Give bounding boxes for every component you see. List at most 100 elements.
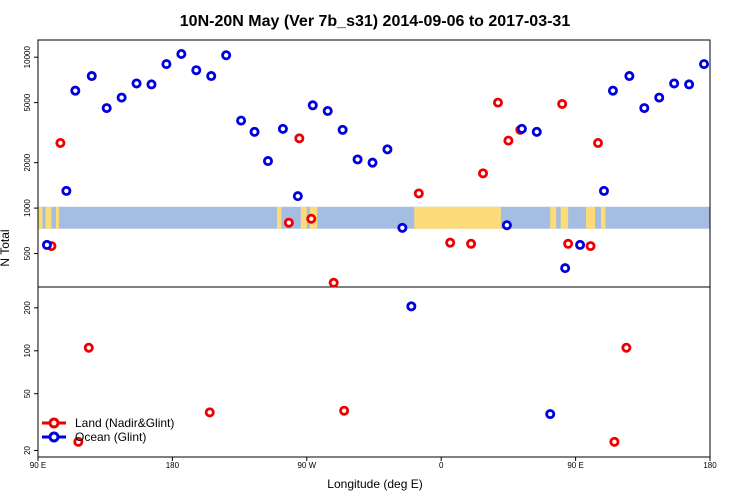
ocean-point-13 — [236, 115, 247, 126]
y-tick-label-upper-2000: 2000 — [23, 153, 32, 171]
ocean-point-5 — [116, 92, 127, 103]
ocean-point-30 — [560, 263, 571, 274]
world-map-band — [38, 206, 710, 229]
ocean-point-14 — [249, 126, 260, 137]
land-point-7 — [306, 213, 317, 224]
land-point-1 — [55, 138, 66, 149]
ocean-point-8 — [161, 59, 172, 70]
legend-ocean-label: Ocean (Glint) — [75, 430, 146, 444]
data-points — [41, 48, 710, 447]
ocean-point-16 — [277, 123, 288, 134]
y-axis-label: N Total — [0, 229, 12, 266]
land-indochina — [38, 206, 43, 229]
land-point-12 — [466, 238, 477, 249]
land-point-10 — [413, 188, 424, 199]
land-central-america — [300, 206, 307, 229]
y-tick-label-upper-5000: 5000 — [23, 93, 32, 111]
land-point-14 — [492, 97, 503, 108]
y-tick-label-upper-500: 500 — [23, 246, 32, 260]
ocean-point-20 — [337, 124, 348, 135]
x-tick-label-2: 90 W — [297, 461, 316, 470]
land-philippines — [55, 206, 59, 229]
land-indochina-east — [586, 206, 596, 229]
ocean-point-26 — [501, 220, 512, 231]
ocean-point-6 — [131, 78, 142, 89]
legend-land-label: Land (Nadir&Glint) — [75, 416, 174, 430]
land-africa — [414, 206, 501, 229]
land-southeast-asia — [45, 206, 52, 229]
ocean-point-34 — [624, 71, 635, 82]
land-point-20 — [593, 138, 604, 149]
ocean-point-31 — [575, 239, 586, 250]
land-point-4 — [204, 407, 215, 418]
ocean-point-33 — [607, 85, 618, 96]
ocean-point-22 — [367, 157, 378, 168]
ocean-point-2 — [70, 85, 81, 96]
chart-title: 10N-20N May (Ver 7b_s31) 2014-09-06 to 2… — [180, 13, 571, 30]
ocean-point-7 — [146, 79, 157, 90]
x-tick-label-1: 180 — [166, 461, 180, 470]
ocean-point-18 — [307, 100, 318, 111]
y-tick-label-upper-10000: 10000 — [23, 46, 32, 69]
y-tick-label-lower-100: 100 — [23, 344, 32, 358]
land-india — [560, 206, 569, 229]
land-point-9 — [339, 405, 350, 416]
land-point-15 — [503, 135, 514, 146]
plot-frame — [37, 39, 711, 458]
x-axis: 90 E 180 90 W 0 90 E 180 — [30, 457, 717, 470]
ocean-point-39 — [699, 59, 710, 70]
ocean-point-15 — [262, 156, 273, 167]
map-ocean — [38, 206, 710, 229]
land-point-8 — [328, 277, 339, 288]
y-tick-label-lower-200: 200 — [23, 301, 32, 315]
land-point-6 — [294, 133, 305, 144]
y-axis: 500 1000 2000 5000 10000 20 50 100 200 — [23, 46, 38, 455]
ocean-point-28 — [531, 126, 542, 137]
ocean-point-17 — [292, 191, 303, 202]
x-tick-label-5: 180 — [703, 461, 717, 470]
land-point-3 — [83, 342, 94, 353]
ocean-point-10 — [191, 65, 202, 76]
y-tick-label-upper-1000: 1000 — [23, 199, 32, 217]
land-point-22 — [621, 342, 632, 353]
ocean-point-35 — [639, 103, 650, 114]
land-point-11 — [445, 237, 456, 248]
ocean-point-21 — [352, 154, 363, 165]
land-point-13 — [478, 168, 489, 179]
ocean-point-3 — [86, 71, 97, 82]
ocean-point-11 — [206, 71, 217, 82]
x-axis-label: Longitude (deg E) — [327, 477, 422, 491]
x-tick-label-3: 0 — [439, 461, 444, 470]
land-mexico — [276, 206, 282, 229]
ocean-point-29 — [545, 409, 556, 420]
land-point-5 — [283, 217, 294, 228]
ocean-point-24 — [397, 222, 408, 233]
legend-land-marker — [48, 417, 60, 429]
ocean-point-19 — [322, 105, 333, 116]
legend: Land (Nadir&Glint) Ocean (Glint) — [42, 416, 174, 444]
land-india-west — [550, 206, 557, 229]
ocean-point-12 — [221, 50, 232, 61]
land-point-19 — [585, 241, 596, 252]
land-point-2 — [73, 436, 84, 447]
land-philippines-east — [600, 206, 606, 229]
x-tick-label-0: 90 E — [30, 461, 46, 470]
ocean-point-37 — [669, 78, 680, 89]
ocean-point-32 — [598, 185, 609, 196]
ocean-point-4 — [101, 103, 112, 114]
ocean-point-27 — [516, 123, 527, 134]
y-tick-label-lower-50: 50 — [23, 389, 32, 398]
land-point-17 — [557, 98, 568, 109]
ocean-point-1 — [61, 185, 72, 196]
land-point-18 — [563, 238, 574, 249]
ocean-point-23 — [382, 144, 393, 155]
ocean-point-0 — [41, 239, 52, 250]
land-point-21 — [609, 436, 620, 447]
y-tick-label-lower-20: 20 — [23, 445, 32, 454]
ocean-point-36 — [654, 92, 665, 103]
legend-ocean-marker — [48, 431, 60, 443]
x-tick-label-4: 90 E — [567, 461, 583, 470]
ocean-point-25 — [406, 301, 417, 312]
ocean-point-38 — [684, 79, 695, 90]
